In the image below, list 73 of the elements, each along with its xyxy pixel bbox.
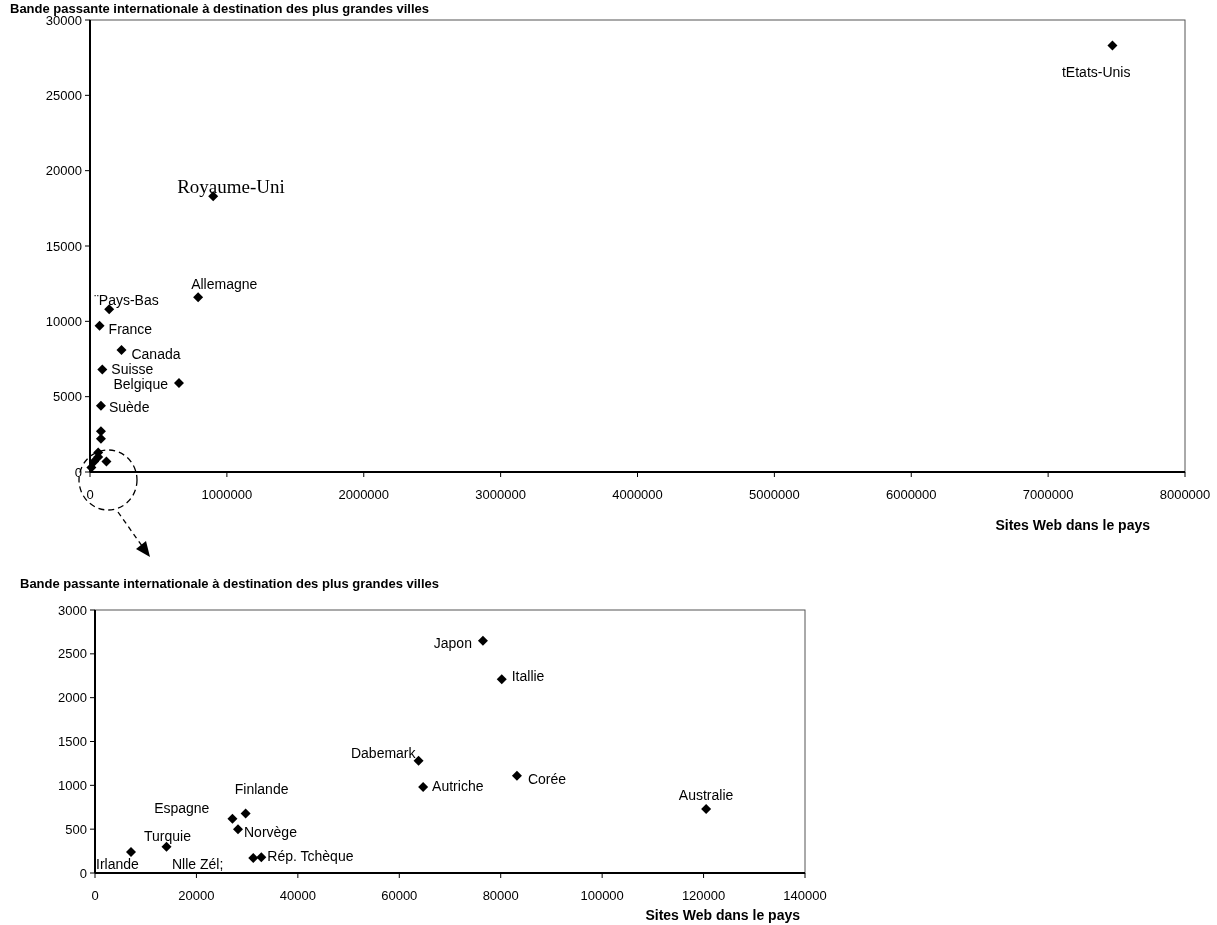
point [496,674,507,685]
x-tick-label: 7000000 [1022,487,1074,502]
point [193,292,204,303]
annotation: Suède [108,398,150,415]
y-tick-label: 0 [79,865,87,881]
annotation: Espagne [154,799,210,816]
x-tick-label: 2000000 [338,487,390,502]
annotation: Rép. Tchèque [267,848,354,865]
point [477,635,488,646]
point [116,344,127,355]
y-tick-label: 3000 [58,602,87,618]
x-tick-label: 120000 [681,888,726,903]
point [511,770,522,781]
annotation: Australie [678,787,734,803]
x-tick-label: 1000000 [201,487,253,502]
annotation: Canada [131,345,181,362]
annotation: Corée [527,770,567,787]
point [248,853,259,864]
y-tick-label: 0 [74,464,82,480]
y-tick-label: 1500 [58,734,87,750]
point [94,320,105,331]
point [227,813,238,824]
annotation: Japon [433,634,472,651]
annotation: Irlande [96,855,140,872]
x-tick-label: 4000000 [612,487,663,502]
annotation: tEtats-Unis [1061,63,1131,80]
x-tick-label: 80000 [482,888,519,903]
x-tick-label: 20000 [178,888,215,903]
x-tick-label: 3000000 [475,487,526,502]
y-tick-label: 1000 [58,777,87,793]
point [418,782,429,793]
annotation: Nlle Zél; [172,856,224,872]
x-tick-label: 8000000 [1159,487,1211,502]
x-tick-label: 0 [91,888,99,903]
y-tick-label: 15000 [45,238,82,254]
y-tick-label: 2000 [58,690,87,706]
x-tick-label: 140000 [783,888,827,903]
annotation: Itallie [511,668,545,685]
y-tick-label: 25000 [45,87,82,103]
point [701,804,712,814]
annotation: ¨Pays-Bas [94,292,159,309]
annotation: Dabemark [350,744,417,761]
annotation: Belgique [113,376,169,393]
point [97,364,108,375]
annotation: Norvège [244,824,298,841]
y-tick-label: 10000 [45,313,82,329]
x-tick-label: 40000 [279,888,316,903]
y-tick-label: 20000 [45,163,82,179]
x-tick-label: 60000 [381,888,418,903]
point [240,808,251,819]
point [173,378,184,389]
annotation: Finlande [234,781,289,798]
annotation: Allemagne [191,276,258,293]
x-tick-label: 100000 [580,888,624,903]
point [126,846,137,857]
point [101,456,112,467]
y-tick-label: 500 [65,821,87,837]
x-axis-title: Sites Web dans le pays [645,907,801,923]
annotation: Autriche [432,778,484,795]
x-tick-label: 5000000 [749,487,800,502]
point [95,400,106,411]
y-tick-label: 5000 [53,389,82,405]
annotation: Turquie [144,827,192,844]
point [256,852,267,863]
chart-title: Bande passante internationale à destination des plus grandes villes [20,576,440,591]
annotation: Suisse [111,360,154,377]
point [233,824,244,835]
annotation: Royaume-Uni [177,176,285,198]
x-axis-title: Sites Web dans le pays [995,517,1151,533]
x-tick-label: 6000000 [885,487,937,502]
annotation: France [108,320,153,337]
y-tick-label: 2500 [58,646,87,662]
point [1107,40,1118,51]
